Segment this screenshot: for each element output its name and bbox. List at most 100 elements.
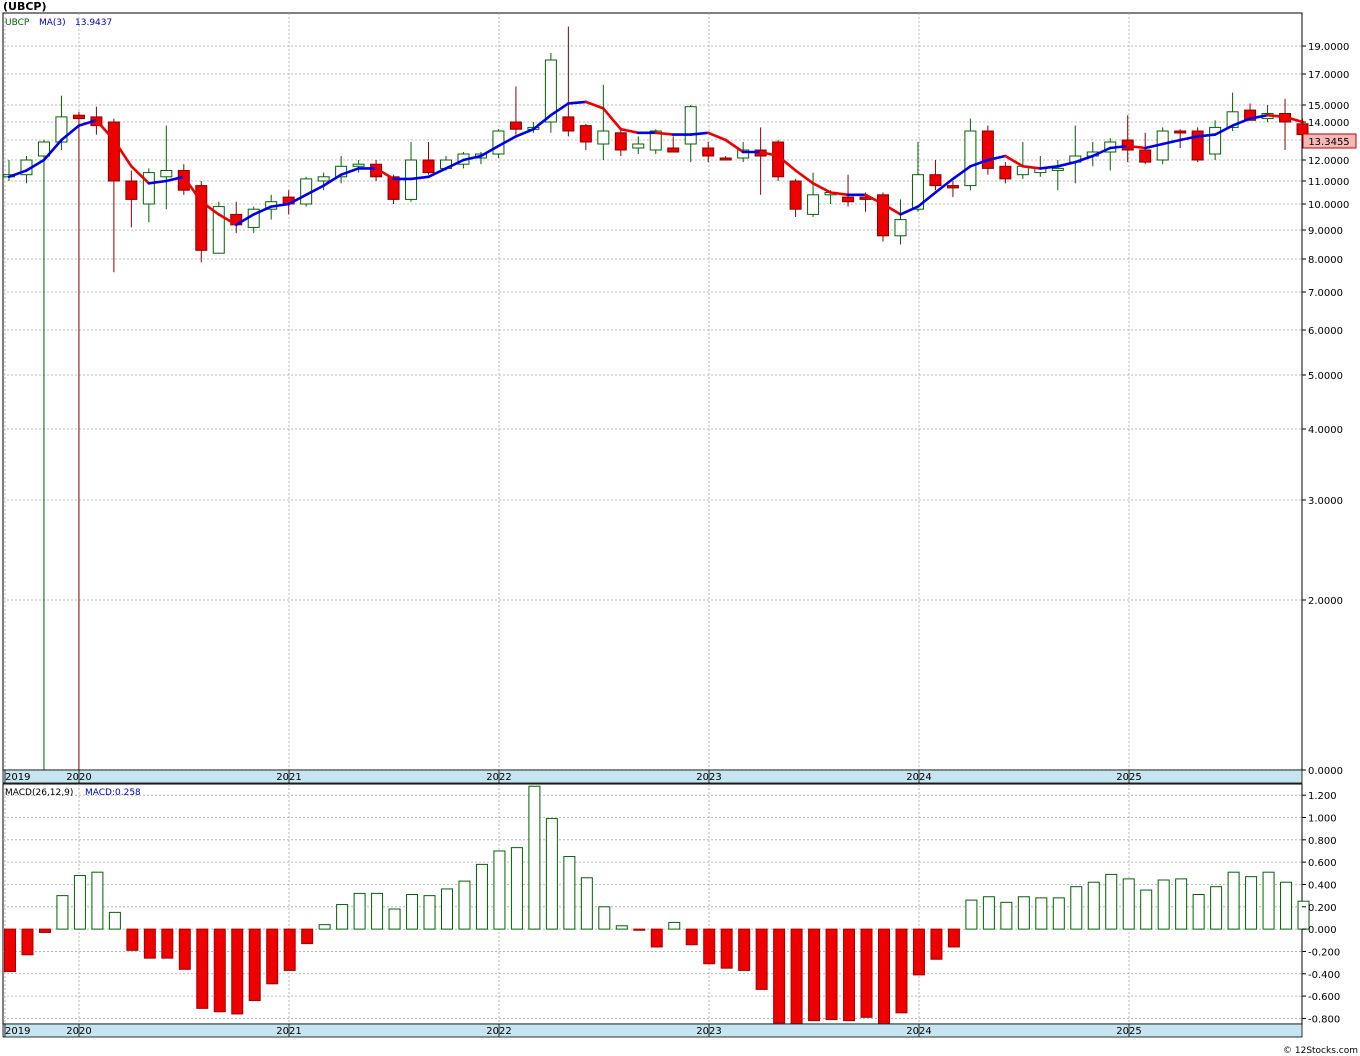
macd-bar xyxy=(720,928,733,969)
candle-body xyxy=(212,206,225,254)
price-grid xyxy=(2,12,1303,1025)
macd-xaxis-label: 2019 xyxy=(5,1026,30,1037)
ma-segment xyxy=(479,144,500,158)
candle-body xyxy=(789,180,802,210)
price-tick-label: 0.0000 xyxy=(1308,766,1343,777)
candle-body xyxy=(317,176,330,182)
macd-bar xyxy=(685,928,698,946)
macd-tick-label: 0.800 xyxy=(1308,836,1337,847)
macd-tick-label: 0.600 xyxy=(1308,858,1337,869)
ma-segment xyxy=(25,158,46,172)
ma-segment xyxy=(322,173,343,187)
macd-bar xyxy=(1140,889,1153,930)
ma-segment xyxy=(287,193,308,206)
macd-bar xyxy=(231,928,244,1015)
macd-bar xyxy=(930,928,943,960)
macd-bar xyxy=(703,928,716,965)
macd-bar xyxy=(1280,881,1293,930)
ma-segment xyxy=(130,165,151,185)
macd-bar xyxy=(248,928,261,1002)
ma-segment xyxy=(339,167,360,176)
macd-bar xyxy=(773,928,786,1024)
macd-bar xyxy=(1210,886,1223,930)
macd-bar xyxy=(283,928,296,971)
candle-body xyxy=(649,130,662,151)
ma-segment xyxy=(1266,113,1287,119)
ma-segment xyxy=(1178,135,1199,142)
ma-segment xyxy=(77,119,98,127)
macd-legend-value: MACD:0.258 xyxy=(85,788,141,798)
price-tick-label: 3.0000 xyxy=(1308,496,1343,507)
macd-bar xyxy=(1052,897,1065,930)
macd-bar xyxy=(755,928,768,990)
macd-bar xyxy=(1175,878,1188,930)
macd-bar xyxy=(196,928,209,1009)
ma-segment xyxy=(1143,142,1164,150)
macd-bar xyxy=(91,871,104,930)
ma-segment xyxy=(549,102,570,117)
macd-bar xyxy=(1087,881,1100,930)
ma-segment xyxy=(724,138,745,154)
price-tick-label: 12.0000 xyxy=(1308,156,1349,167)
candle-body xyxy=(614,132,627,151)
candle-body xyxy=(999,165,1012,180)
candle-body xyxy=(719,157,732,161)
macd-bar xyxy=(143,928,156,959)
macd-bar xyxy=(633,928,646,931)
price-tick-label: 10.0000 xyxy=(1308,200,1349,211)
ma-segment xyxy=(1161,138,1182,146)
macd-bar xyxy=(790,928,803,1026)
price-xaxis-label: 2020 xyxy=(66,772,91,783)
ma-segment xyxy=(916,191,937,208)
macd-bar xyxy=(56,895,69,930)
ma-segment xyxy=(234,213,256,227)
last-price-label: 13.3455 xyxy=(1308,137,1349,148)
candle-body xyxy=(544,59,557,123)
macd-bar xyxy=(1105,873,1118,930)
macd-bar xyxy=(912,928,925,976)
macd-bar xyxy=(213,928,226,1013)
macd-xaxis-label: 2025 xyxy=(1116,1026,1141,1037)
ma-segment xyxy=(794,169,815,185)
macd-bar xyxy=(126,928,139,951)
candle-body xyxy=(1226,111,1239,128)
macd-bar xyxy=(1000,901,1013,930)
ma-segment xyxy=(199,200,221,216)
macd-bar xyxy=(1262,871,1275,930)
ma-segment xyxy=(147,179,168,185)
macd-bar xyxy=(1227,871,1240,930)
ma-segment xyxy=(1004,154,1025,168)
macd-bar xyxy=(843,928,856,1022)
ma-segment xyxy=(899,205,920,216)
candle-body xyxy=(509,121,522,130)
macd-bar xyxy=(1035,897,1048,930)
ma-segment xyxy=(269,202,290,208)
candle-body xyxy=(911,174,924,210)
price-tick-label: 5.0000 xyxy=(1308,371,1343,382)
candle-body xyxy=(807,194,820,215)
macd-xaxis-label: 2021 xyxy=(276,1026,301,1037)
macd-bar xyxy=(563,856,576,930)
candle-body xyxy=(387,176,400,200)
ma-segment xyxy=(514,127,535,138)
ma-segment xyxy=(1091,146,1112,158)
ma-segment xyxy=(95,119,116,142)
ma-segment xyxy=(497,135,518,148)
macd-legend-name: MACD(26,12,9) xyxy=(5,788,73,798)
candle-body xyxy=(929,174,942,187)
candle-body xyxy=(1244,109,1257,121)
macd-bar xyxy=(336,904,349,930)
ma-segment xyxy=(1231,117,1252,127)
candle-body xyxy=(964,130,977,187)
ma-segment xyxy=(304,184,325,197)
macd-bar xyxy=(825,928,838,1021)
macd-bar xyxy=(161,928,174,959)
macd-bar xyxy=(650,928,663,948)
ma-segment xyxy=(654,131,675,136)
macd-bar xyxy=(580,877,593,930)
macd-bar xyxy=(615,925,628,930)
macd-bar xyxy=(21,928,34,956)
legend-ticker: UBCP xyxy=(5,18,30,28)
candle-body xyxy=(562,116,575,132)
macd-bar xyxy=(423,895,436,930)
